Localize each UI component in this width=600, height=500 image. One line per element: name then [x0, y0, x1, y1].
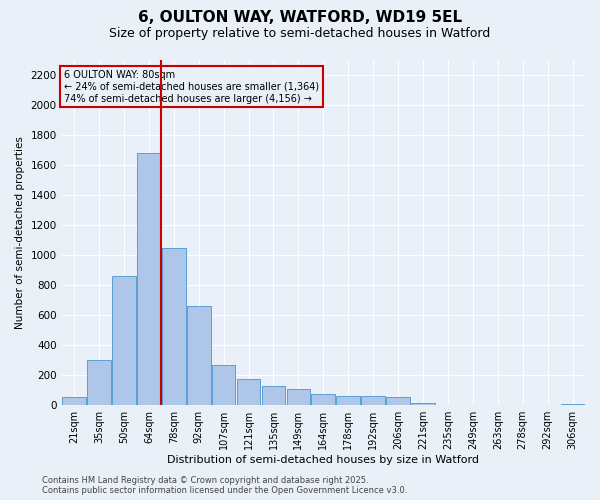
- Bar: [187, 306, 211, 405]
- Bar: [137, 153, 161, 405]
- Y-axis label: Number of semi-detached properties: Number of semi-detached properties: [15, 136, 25, 329]
- X-axis label: Distribution of semi-detached houses by size in Watford: Distribution of semi-detached houses by …: [167, 455, 479, 465]
- Bar: [361, 396, 385, 405]
- Bar: [561, 404, 584, 405]
- Bar: [386, 397, 410, 405]
- Text: 6, OULTON WAY, WATFORD, WD19 5EL: 6, OULTON WAY, WATFORD, WD19 5EL: [138, 10, 462, 25]
- Bar: [411, 403, 435, 405]
- Bar: [212, 364, 235, 405]
- Bar: [287, 388, 310, 405]
- Text: 6 OULTON WAY: 80sqm
← 24% of semi-detached houses are smaller (1,364)
74% of sem: 6 OULTON WAY: 80sqm ← 24% of semi-detach…: [64, 70, 319, 104]
- Text: Size of property relative to semi-detached houses in Watford: Size of property relative to semi-detach…: [109, 28, 491, 40]
- Bar: [62, 397, 86, 405]
- Bar: [311, 394, 335, 405]
- Bar: [87, 360, 111, 405]
- Text: Contains HM Land Registry data © Crown copyright and database right 2025.
Contai: Contains HM Land Registry data © Crown c…: [42, 476, 407, 495]
- Bar: [112, 276, 136, 405]
- Bar: [162, 248, 185, 405]
- Bar: [237, 379, 260, 405]
- Bar: [262, 386, 286, 405]
- Bar: [337, 396, 360, 405]
